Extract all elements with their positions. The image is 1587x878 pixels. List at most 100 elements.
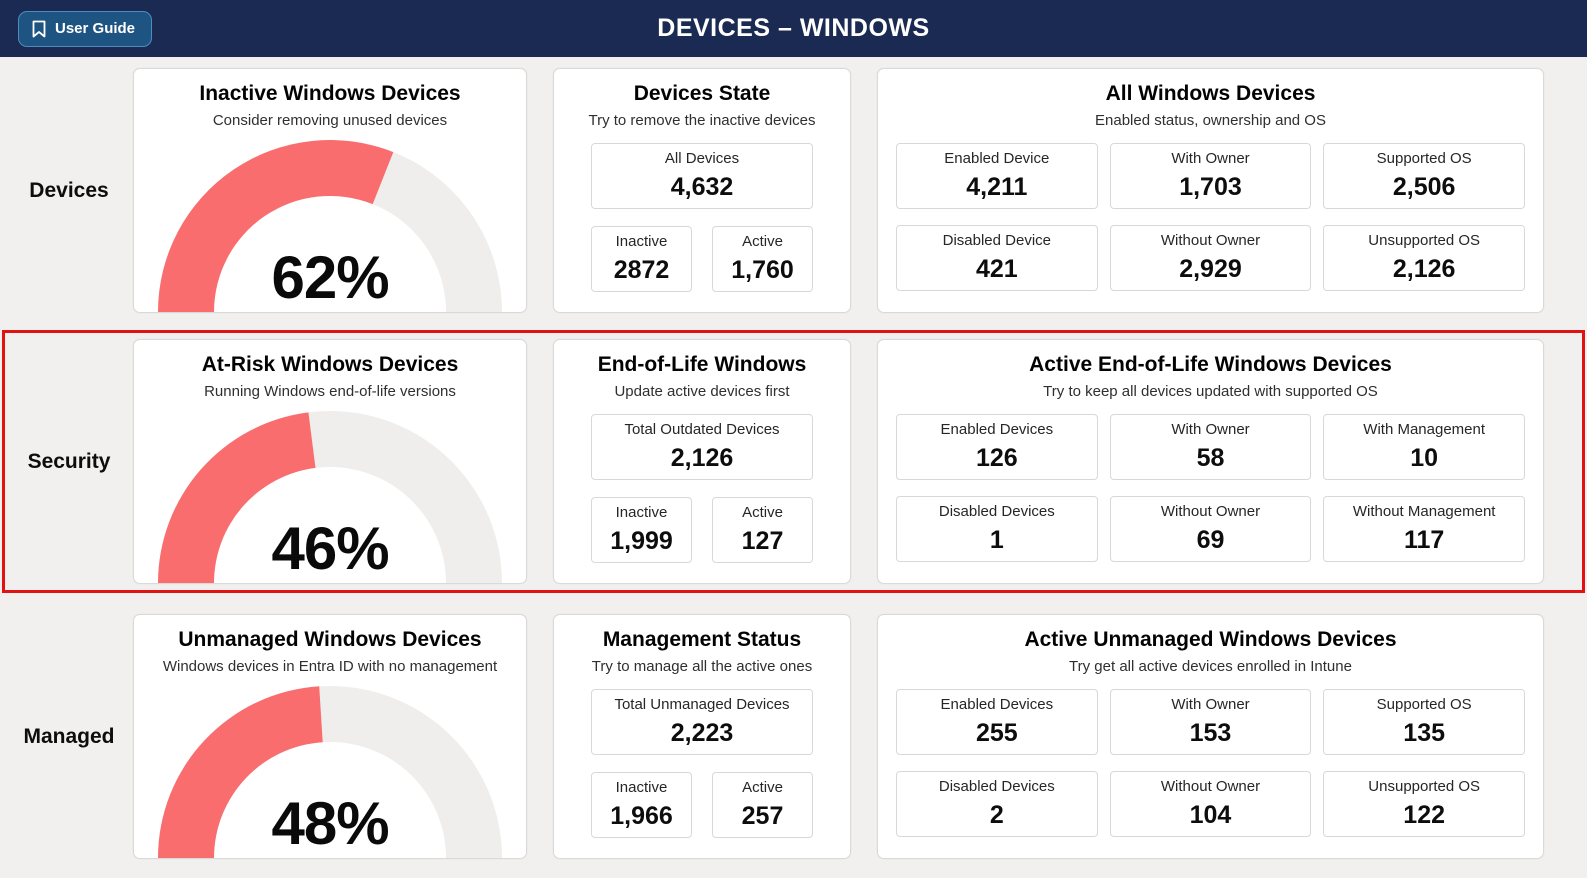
row-security-highlight: Security At-Risk Windows Devices Running… (2, 330, 1585, 593)
stat-label: Active (742, 504, 783, 522)
stat-value: 122 (1403, 801, 1446, 830)
stat-box: Without Owner 2,929 (1109, 225, 1312, 292)
stat-value: 2,126 (1392, 255, 1456, 284)
stat-value: 421 (975, 255, 1018, 284)
stat-label: All Devices (664, 150, 740, 168)
stat-value: 2,126 (670, 444, 734, 473)
card-title: Management Status (602, 628, 802, 651)
stat-value: 255 (975, 719, 1018, 748)
stat-value: 126 (975, 444, 1018, 473)
stat-label: Unsupported OS (1368, 778, 1481, 796)
card-title: Active End-of-Life Windows Devices (1029, 353, 1392, 376)
user-guide-button[interactable]: User Guide (18, 10, 153, 47)
card-subtitle: Try to keep all devices updated with sup… (1043, 383, 1378, 401)
stat-value: 153 (1189, 719, 1232, 748)
stat-box: Unsupported OS 2,126 (1323, 225, 1525, 292)
stat-box: With Owner 1,703 (1109, 143, 1312, 210)
card-title: At-Risk Windows Devices (201, 353, 459, 376)
stat-box-total-outdated: Total Outdated Devices 2,126 (591, 414, 813, 481)
gauge-percent: 48% (271, 790, 389, 857)
stat-grid: Enabled Device 4,211 With Owner 1,703 Su… (878, 129, 1543, 292)
card-subtitle: Enabled status, ownership and OS (1095, 112, 1326, 130)
bookmark-icon (31, 20, 47, 38)
stat-box: With Owner 153 (1109, 689, 1312, 756)
card-subtitle: Windows devices in Entra ID with no mana… (162, 658, 498, 676)
card-unmanaged-windows-devices: Unmanaged Windows Devices Windows device… (133, 614, 527, 859)
stat-label: Without Owner (1160, 778, 1261, 796)
stat-label: Active (742, 779, 783, 797)
stat-value: 10 (1410, 444, 1439, 473)
page-title: DEVICES – WINDOWS (657, 14, 930, 42)
stat-value: 1,999 (610, 527, 673, 556)
card-devices-state: Devices State Try to remove the inactive… (553, 68, 851, 313)
stat-label: Disabled Device (942, 232, 1052, 250)
stat-grid: Enabled Devices 126 With Owner 58 With M… (878, 400, 1543, 563)
stat-box: Unsupported OS 122 (1323, 771, 1525, 838)
row-label-security: Security (27, 449, 111, 473)
stat-value: 69 (1196, 526, 1225, 555)
stat-label: Enabled Devices (940, 421, 1054, 439)
gauge-area: 62% (134, 136, 526, 312)
stat-value: 1 (989, 526, 1004, 555)
card-title: All Windows Devices (1105, 82, 1316, 105)
stat-box: Enabled Device 4,211 (896, 143, 1098, 210)
stat-label: Supported OS (1376, 696, 1472, 714)
stat-label: Active (742, 233, 783, 251)
card-subtitle: Consider removing unused devices (212, 112, 448, 130)
card-at-risk-windows-devices: At-Risk Windows Devices Running Windows … (133, 339, 527, 584)
stat-label: Disabled Devices (938, 778, 1055, 796)
gauge-percent: 46% (271, 515, 389, 582)
stat-label: Inactive (615, 233, 668, 251)
card-subtitle: Try to remove the inactive devices (588, 112, 816, 130)
stat-value: 104 (1189, 801, 1232, 830)
stat-pair: Inactive 1,999 Active 127 (554, 497, 850, 564)
stat-box: Disabled Devices 1 (896, 496, 1098, 563)
stat-box: Without Management 117 (1323, 496, 1525, 563)
stat-box-active: Active 127 (712, 497, 813, 564)
stat-value: 1,760 (731, 256, 794, 285)
card-subtitle: Update active devices first (614, 383, 790, 401)
card-title: Inactive Windows Devices (199, 82, 461, 105)
stat-box: Without Owner 69 (1109, 496, 1312, 563)
stat-box: Disabled Device 421 (896, 225, 1098, 292)
stat-label: Unsupported OS (1368, 232, 1481, 250)
stat-label: Without Owner (1160, 232, 1261, 250)
stat-value: 117 (1403, 526, 1445, 555)
row-security-cards: At-Risk Windows Devices Running Windows … (133, 339, 1582, 584)
row-devices-cards: Inactive Windows Devices Consider removi… (133, 68, 1582, 313)
stat-label: With Owner (1171, 150, 1250, 168)
card-title: Active Unmanaged Windows Devices (1024, 628, 1397, 651)
card-inactive-windows-devices: Inactive Windows Devices Consider removi… (133, 68, 527, 313)
card-management-status: Management Status Try to manage all the … (553, 614, 851, 859)
stat-box-inactive: Inactive 1,966 (591, 772, 692, 839)
stat-value: 2,929 (1179, 255, 1242, 284)
stat-value: 4,632 (670, 173, 734, 202)
stat-value: 2 (989, 801, 1004, 830)
stat-box: Without Owner 104 (1109, 771, 1312, 838)
stat-label: Total Outdated Devices (624, 421, 780, 439)
stat-value: 2,223 (670, 719, 734, 748)
stat-value: 257 (741, 802, 784, 831)
dashboard-body: Devices Inactive Windows Devices Conside… (0, 65, 1587, 862)
stat-box-inactive: Inactive 1,999 (591, 497, 692, 564)
stat-box-active: Active 1,760 (712, 226, 813, 293)
card-subtitle: Try to manage all the active ones (591, 658, 813, 676)
stat-label: Enabled Device (944, 150, 1050, 168)
stat-box-total-unmanaged: Total Unmanaged Devices 2,223 (591, 689, 813, 756)
stat-value: 1,703 (1179, 173, 1242, 202)
card-active-unmanaged-devices: Active Unmanaged Windows Devices Try get… (877, 614, 1544, 859)
stat-box: Enabled Devices 255 (896, 689, 1098, 756)
stat-label: Enabled Devices (940, 696, 1054, 714)
stat-box: With Management 10 (1323, 414, 1525, 481)
stat-box-all-devices: All Devices 4,632 (591, 143, 813, 210)
stat-box: Enabled Devices 126 (896, 414, 1098, 481)
stat-box-active: Active 257 (712, 772, 813, 839)
card-all-windows-devices: All Windows Devices Enabled status, owne… (877, 68, 1544, 313)
stat-pair: Inactive 2872 Active 1,760 (554, 226, 850, 293)
card-end-of-life-windows: End-of-Life Windows Update active device… (553, 339, 851, 584)
row-label-devices: Devices (29, 178, 109, 202)
card-subtitle: Running Windows end-of-life versions (204, 383, 456, 401)
stat-value: 1,966 (610, 802, 673, 831)
stat-value: 2872 (613, 256, 670, 285)
gauge-chart-at-risk (150, 407, 510, 583)
